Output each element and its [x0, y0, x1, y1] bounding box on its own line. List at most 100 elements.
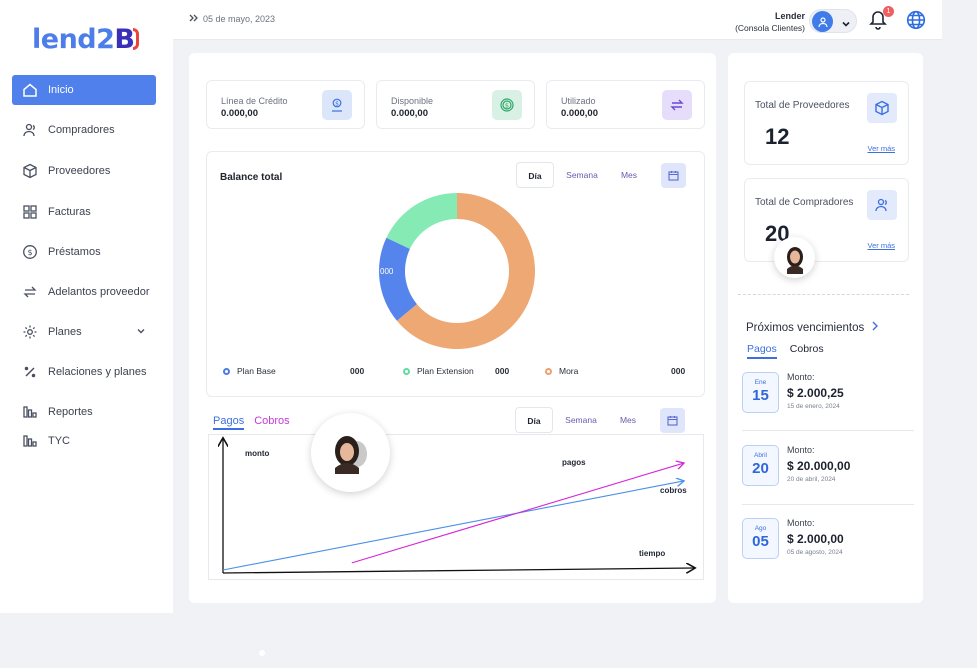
due-item[interactable]: Abril 20 Monto: $ 20.000,00 20 de abril,… — [742, 445, 914, 499]
sidebar-item-relaciones[interactable]: Relaciones y planes — [12, 357, 156, 387]
notification-badge: 1 — [883, 6, 894, 17]
chevron-right-icon — [871, 321, 879, 334]
upcoming-tabs: Pagos Cobros — [747, 343, 824, 359]
payments-tabs: Pagos Cobros — [213, 415, 290, 430]
breadcrumb-date: 05 de mayo, 2023 — [203, 14, 276, 24]
tab-cobros[interactable]: Cobros — [254, 415, 290, 427]
series-label-cobros: cobros — [660, 486, 687, 495]
buyers-total-card: Total de Compradores 20 Ver más — [744, 178, 909, 262]
right-panel: Total de Proveedores 12 Ver más Total de… — [728, 53, 923, 603]
page-indicator-dot[interactable] — [259, 650, 265, 656]
donut-slice-mora[interactable] — [396, 193, 535, 349]
avatar[interactable] — [774, 237, 815, 278]
sidebar-item-label: Adelantos proveedor — [48, 286, 150, 298]
user-dollar-icon: $ — [322, 90, 352, 120]
top-bar: 05 de mayo, 2023 Lender (Consola Cliente… — [173, 0, 942, 40]
user-name: Lender — [774, 11, 805, 21]
sidebar-item-reportes[interactable]: Reportes — [12, 397, 156, 427]
providers-total-card: Total de Proveedores 12 Ver más — [744, 81, 909, 165]
y-axis-label: monto — [245, 449, 270, 458]
sidebar-item-adelantos[interactable]: Adelantos proveedor — [12, 277, 156, 307]
due-item[interactable]: Ago 05 Monto: $ 2.000,00 05 de agosto, 2… — [742, 518, 914, 572]
stat-card-available: Disponible 0.000,00 $ — [376, 80, 535, 129]
line-chart-svg: monto pagos cobros tiempo — [209, 435, 705, 574]
sidebar-item-prestamos[interactable]: $ Préstamos — [12, 237, 156, 267]
stat-label: Utilizado — [561, 96, 596, 106]
divider — [738, 294, 909, 295]
swap-arrows-icon — [662, 90, 692, 120]
sidebar-item-label: Relaciones y planes — [48, 366, 147, 378]
users-icon — [867, 190, 897, 220]
tab-pagos[interactable]: Pagos — [747, 343, 777, 359]
see-more-link[interactable]: Ver más — [867, 241, 895, 250]
period-day[interactable]: Día — [515, 407, 553, 433]
sidebar-item-label: Inicio — [48, 84, 74, 96]
divider — [742, 430, 914, 431]
card-label: Total de Proveedores — [755, 100, 850, 111]
sidebar-item-label: Préstamos — [48, 246, 101, 258]
tab-cobros[interactable]: Cobros — [789, 343, 824, 355]
balance-donut-chart: 000 — [379, 193, 535, 349]
card-value: 12 — [765, 124, 790, 149]
x-axis — [222, 568, 694, 574]
upcoming-title[interactable]: Próximos vencimientos — [746, 321, 879, 334]
stat-label: Disponible — [391, 96, 434, 106]
double-chevron-right-icon[interactable] — [189, 14, 199, 24]
period-week[interactable]: Semana — [566, 170, 598, 180]
stat-label: Línea de Crédito — [221, 96, 288, 106]
percent-icon — [21, 363, 39, 381]
amount-value: $ 2.000,00 — [787, 532, 844, 546]
payments-period-selector: Día Semana Mes — [515, 407, 685, 433]
user-avatar-icon — [812, 11, 833, 32]
legend-dot — [403, 367, 410, 375]
sidebar-item-inicio[interactable]: Inicio — [12, 75, 156, 105]
bar-chart-icon — [21, 432, 39, 450]
legend-value: 000 — [495, 366, 510, 376]
grid-icon — [21, 203, 39, 221]
due-date: 15 de enero, 2024 — [787, 403, 840, 410]
period-month[interactable]: Mes — [620, 170, 638, 180]
arrows-icon — [21, 283, 39, 301]
x-axis-label: tiempo — [639, 549, 665, 558]
donut-slice-plan-extension[interactable] — [386, 193, 457, 249]
user-info: Lender (Consola Clientes) — [735, 10, 805, 34]
period-month[interactable]: Mes — [619, 415, 637, 425]
see-more-link[interactable]: Ver más — [867, 144, 895, 153]
user-menu-button[interactable] — [809, 9, 857, 33]
box-icon — [21, 162, 39, 180]
calendar-icon[interactable] — [660, 407, 685, 433]
globe-icon[interactable] — [906, 10, 926, 35]
logo[interactable]: lend2B — [32, 24, 139, 55]
period-day[interactable]: Día — [516, 162, 554, 188]
legend-value: 000 — [350, 366, 365, 376]
stat-value: 0.000,00 — [221, 108, 258, 119]
bell-icon[interactable] — [868, 9, 888, 35]
svg-text:$: $ — [27, 248, 32, 257]
amount-value: $ 2.000,25 — [787, 386, 844, 400]
date-day: 15 — [752, 387, 769, 404]
sidebar-item-compradores[interactable]: Compradores — [12, 115, 156, 145]
sidebar-item-facturas[interactable]: Facturas — [12, 197, 156, 227]
chevron-down-icon[interactable] — [136, 326, 146, 339]
calendar-icon[interactable] — [661, 162, 686, 188]
legend-value: 000 — [671, 366, 686, 376]
date-day: 20 — [752, 460, 769, 477]
svg-text:$: $ — [335, 101, 339, 108]
donut-slice-plan-base[interactable] — [379, 237, 417, 321]
legend-item-plan-extension: Plan Extension — [403, 366, 474, 376]
card-label: Total de Compradores — [755, 197, 854, 208]
amount-label: Monto: — [787, 372, 815, 382]
date-month: Abril — [753, 452, 767, 459]
date-badge: Ago 05 — [742, 518, 779, 559]
due-item[interactable]: Ene 15 Monto: $ 2.000,25 15 de enero, 20… — [742, 372, 914, 426]
legend-item-plan-base: Plan Base — [223, 366, 276, 376]
sidebar-item-proveedores[interactable]: Proveedores — [12, 156, 156, 186]
avatar[interactable] — [311, 413, 390, 492]
sidebar-item-planes[interactable]: Planes — [12, 317, 156, 347]
date-badge: Abril 20 — [742, 445, 779, 486]
sidebar-item-tyc[interactable]: TYC — [12, 426, 156, 456]
date-month: Ene — [754, 379, 767, 386]
stat-value: 0.000,00 — [561, 108, 598, 119]
tab-pagos[interactable]: Pagos — [213, 415, 245, 430]
period-week[interactable]: Semana — [565, 415, 597, 425]
